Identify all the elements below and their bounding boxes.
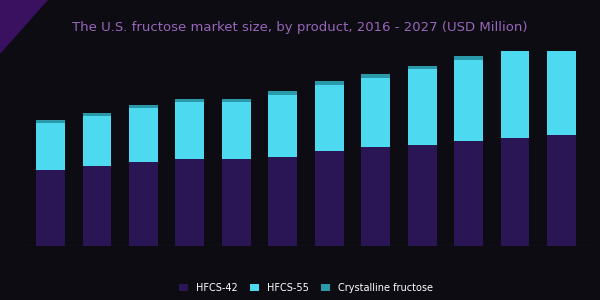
Bar bbox=[408, 69, 437, 145]
Bar bbox=[83, 166, 112, 246]
Bar bbox=[36, 123, 65, 170]
Bar bbox=[83, 116, 112, 166]
Bar bbox=[129, 108, 158, 162]
Bar bbox=[500, 45, 529, 49]
Bar bbox=[361, 74, 390, 78]
Bar bbox=[222, 102, 251, 160]
Bar bbox=[547, 36, 576, 40]
Bar bbox=[454, 141, 483, 246]
Bar bbox=[36, 120, 65, 123]
Bar bbox=[361, 78, 390, 147]
Bar bbox=[129, 105, 158, 108]
Bar bbox=[36, 170, 65, 246]
Bar bbox=[547, 135, 576, 246]
Bar bbox=[129, 162, 158, 246]
Bar bbox=[222, 160, 251, 246]
Bar bbox=[222, 99, 251, 102]
Bar bbox=[268, 157, 297, 246]
Bar bbox=[408, 145, 437, 246]
Legend: HFCS-42, HFCS-55, Crystalline fructose: HFCS-42, HFCS-55, Crystalline fructose bbox=[176, 280, 436, 296]
Bar bbox=[315, 151, 344, 246]
Polygon shape bbox=[0, 0, 48, 54]
Bar bbox=[454, 56, 483, 59]
Bar bbox=[454, 59, 483, 141]
Text: The U.S. fructose market size, by product, 2016 - 2027 (USD Million): The U.S. fructose market size, by produc… bbox=[72, 20, 528, 34]
Bar bbox=[500, 137, 529, 246]
Bar bbox=[315, 82, 344, 85]
Bar bbox=[547, 40, 576, 135]
Bar bbox=[175, 160, 204, 246]
Bar bbox=[408, 66, 437, 69]
Bar bbox=[500, 49, 529, 137]
Bar bbox=[268, 92, 297, 95]
Bar bbox=[175, 102, 204, 160]
Bar bbox=[83, 113, 112, 116]
Bar bbox=[175, 99, 204, 102]
Bar bbox=[315, 85, 344, 151]
Bar bbox=[361, 147, 390, 246]
Bar bbox=[268, 95, 297, 157]
